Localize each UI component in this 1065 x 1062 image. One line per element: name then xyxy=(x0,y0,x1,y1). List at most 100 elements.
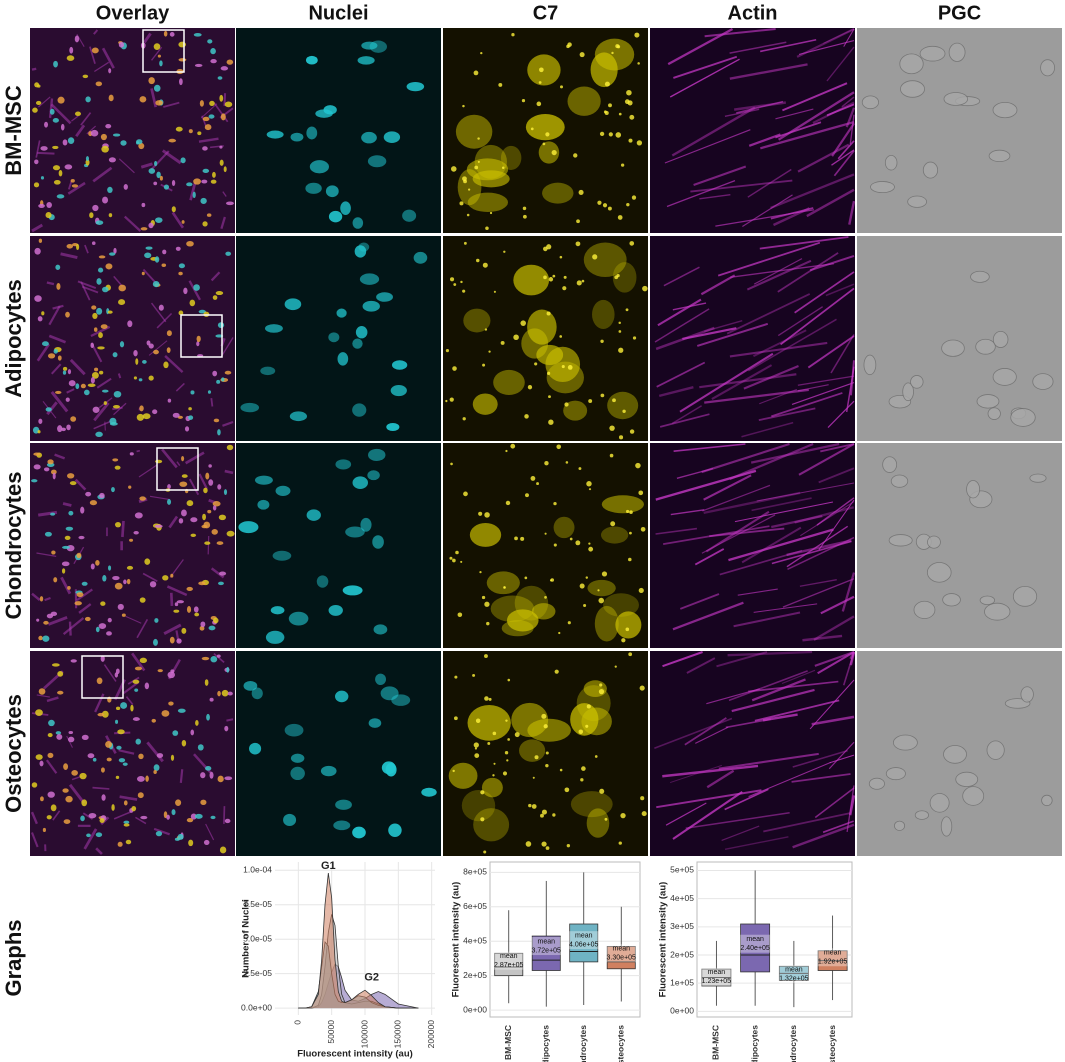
cell xyxy=(194,612,200,617)
cell xyxy=(62,139,68,146)
actin-fiber xyxy=(68,783,86,804)
cell xyxy=(145,775,149,782)
c7-blob xyxy=(615,611,642,639)
cell xyxy=(101,145,109,153)
box xyxy=(531,935,561,971)
actin-fiber xyxy=(848,200,856,225)
cell xyxy=(218,581,224,586)
actin-fiber xyxy=(694,548,725,566)
box xyxy=(740,923,771,973)
c7-dot xyxy=(629,429,635,434)
cell xyxy=(207,39,213,44)
y-axis-label: Fluorescent intensity (au) xyxy=(451,882,462,998)
nucleus xyxy=(335,690,349,703)
actin-fiber xyxy=(671,106,756,157)
cell xyxy=(67,586,71,590)
cell xyxy=(98,332,103,339)
cell xyxy=(38,418,43,424)
c7-dot xyxy=(482,363,486,367)
actin-fiber xyxy=(198,473,208,490)
c7-dot xyxy=(478,511,483,516)
cell-outline xyxy=(894,820,906,831)
c7-dot xyxy=(449,397,454,402)
actin-fiber xyxy=(48,334,67,344)
cell xyxy=(95,626,100,633)
actin-fiber xyxy=(746,259,812,291)
column-header: Actin xyxy=(728,2,778,24)
cell xyxy=(70,659,77,663)
cell xyxy=(210,656,218,663)
cell xyxy=(193,606,199,613)
cell xyxy=(213,617,219,624)
actin-fiber xyxy=(846,785,855,833)
cell xyxy=(139,597,146,603)
cell xyxy=(95,81,103,87)
cell xyxy=(120,140,127,146)
c7-dot xyxy=(452,366,457,371)
mean-value: 1.92e+05 xyxy=(818,959,847,966)
c7-dot xyxy=(560,85,563,89)
cell xyxy=(85,96,91,103)
cell xyxy=(136,413,145,421)
actin-fiber xyxy=(37,151,55,155)
actin-fiber xyxy=(741,421,794,438)
cell xyxy=(53,577,58,583)
cell-outline xyxy=(962,786,985,806)
cell xyxy=(102,286,109,293)
actin-fiber xyxy=(150,302,167,323)
cell xyxy=(153,181,158,186)
actin-fiber xyxy=(52,810,61,821)
c7-dot xyxy=(569,537,573,541)
actin-fiber xyxy=(672,601,744,631)
actin-fiber xyxy=(163,623,182,636)
inset-box xyxy=(81,655,124,699)
cell xyxy=(96,278,102,285)
c7-dot xyxy=(493,762,496,765)
c7-blob xyxy=(592,299,615,330)
c7-dot xyxy=(522,206,527,211)
cell xyxy=(97,267,104,273)
actin-fiber xyxy=(665,802,707,826)
c7-dot xyxy=(612,398,616,403)
c7-blob xyxy=(553,516,575,539)
actin-fiber xyxy=(92,786,110,790)
cell xyxy=(122,762,128,766)
cell xyxy=(223,489,228,495)
y-tick-label: 0e+00 xyxy=(670,1006,694,1016)
actin-fiber xyxy=(724,108,760,117)
c7-dot xyxy=(575,540,581,546)
cell xyxy=(91,47,99,54)
c7-dot xyxy=(598,689,605,695)
c7-dot xyxy=(609,453,614,458)
nucleus xyxy=(323,105,337,115)
cell xyxy=(218,571,227,576)
actin-fiber xyxy=(679,593,720,610)
actin-fiber xyxy=(737,588,778,596)
c7-dot xyxy=(485,226,489,230)
actin-fiber xyxy=(223,93,227,106)
nucleus xyxy=(325,185,339,198)
y-tick-label: 0e+00 xyxy=(463,1004,487,1014)
cell xyxy=(139,405,144,412)
cell xyxy=(178,518,184,524)
c7-dot xyxy=(452,558,456,563)
actin-fiber xyxy=(655,527,698,535)
c7-dot xyxy=(477,137,480,140)
actin-fiber xyxy=(841,572,856,612)
actin-fiber xyxy=(837,140,855,160)
c7-blob xyxy=(546,361,584,394)
cell xyxy=(39,596,44,602)
c7-dot xyxy=(575,241,581,247)
c7-dot xyxy=(553,501,557,506)
cell xyxy=(138,378,143,382)
c7-dot xyxy=(559,255,563,259)
c7-dot xyxy=(462,417,466,421)
cell-outline xyxy=(927,535,941,549)
nucleus xyxy=(266,130,284,139)
cell xyxy=(88,813,97,819)
c7-blob xyxy=(570,703,599,736)
nucleus xyxy=(272,550,292,561)
cell xyxy=(107,565,112,571)
cell xyxy=(220,113,226,121)
cell xyxy=(65,397,70,402)
